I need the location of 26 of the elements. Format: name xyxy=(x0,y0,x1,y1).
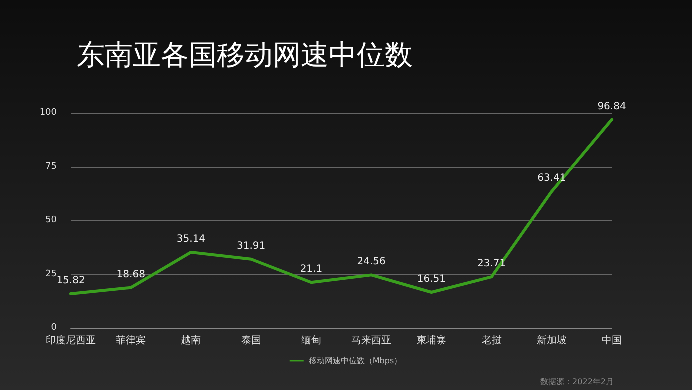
y-tick-label: 25 xyxy=(46,269,57,280)
x-tick-label: 印度尼西亚 xyxy=(46,334,96,346)
data-label: 15.82 xyxy=(56,275,86,286)
x-tick-label: 中国 xyxy=(602,334,622,346)
x-tick-label: 柬埔寨 xyxy=(416,334,447,346)
x-tick-label: 马来西亚 xyxy=(352,334,392,346)
chart-title: 东南亚各国移动网速中位数 xyxy=(77,38,413,72)
data-label: 21.1 xyxy=(300,264,323,276)
x-tick-label: 缅甸 xyxy=(301,334,322,346)
y-tick-label: 50 xyxy=(46,216,58,226)
x-tick-label: 新加坡 xyxy=(536,334,567,346)
data-label: 31.91 xyxy=(237,240,266,252)
data-label: 16.51 xyxy=(417,274,446,286)
x-tick-label: 泰国 xyxy=(241,336,262,346)
y-tick-label: 100 xyxy=(40,108,58,118)
legend-label: 移动网速中位数（Mbps） xyxy=(308,356,402,366)
data-label: 18.68 xyxy=(116,269,146,280)
y-tick-label: 0 xyxy=(51,323,58,333)
x-tick-label: 菲律宾 xyxy=(116,334,146,346)
text: 数据源：2022年2月 xyxy=(540,378,614,386)
x-tick-label: 老挝 xyxy=(482,334,502,346)
x-tick-label: 越南 xyxy=(181,334,202,346)
data-label: 35.14 xyxy=(176,234,206,245)
y-tick-label: 75 xyxy=(46,162,57,172)
data-label: 24.56 xyxy=(357,256,386,268)
data-label: 96.84 xyxy=(598,101,626,112)
